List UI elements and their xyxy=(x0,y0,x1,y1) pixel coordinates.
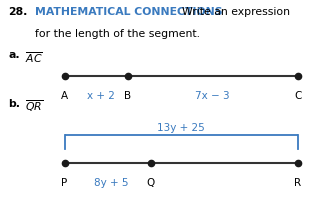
Text: 8y + 5: 8y + 5 xyxy=(94,178,128,188)
Text: $\overline{QR}$: $\overline{QR}$ xyxy=(25,98,44,114)
Text: for the length of the segment.: for the length of the segment. xyxy=(35,29,200,39)
Text: b.: b. xyxy=(8,99,20,109)
Text: a.: a. xyxy=(8,50,20,61)
Text: R: R xyxy=(294,178,302,188)
Text: 13y + 25: 13y + 25 xyxy=(157,123,205,133)
Text: 7x − 3: 7x − 3 xyxy=(195,91,230,101)
Text: x + 2: x + 2 xyxy=(87,91,115,101)
Text: A: A xyxy=(61,91,68,101)
Text: C: C xyxy=(294,91,302,101)
Text: 28.: 28. xyxy=(8,7,28,17)
Text: P: P xyxy=(62,178,68,188)
Text: Q: Q xyxy=(147,178,155,188)
Text: MATHEMATICAL CONNECTIONS: MATHEMATICAL CONNECTIONS xyxy=(35,7,222,17)
Text: Write an expression: Write an expression xyxy=(175,7,290,17)
Text: B: B xyxy=(124,91,131,101)
Text: $\overline{AC}$: $\overline{AC}$ xyxy=(25,50,43,65)
